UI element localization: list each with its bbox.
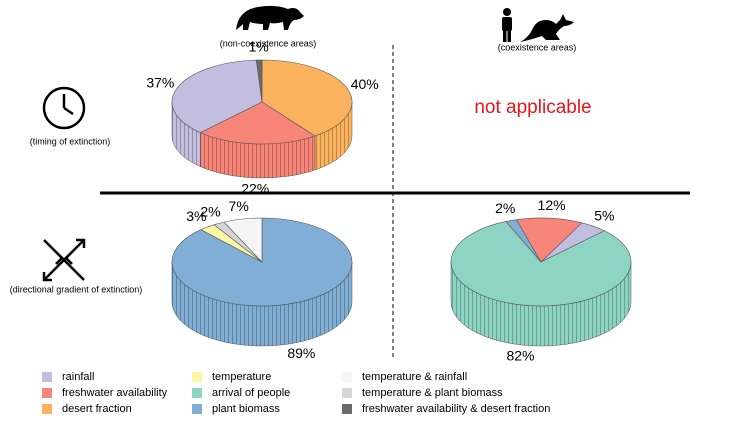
legend-label: arrival of people [212, 387, 290, 399]
data-label: 40% [351, 76, 379, 92]
pie-side-shading [314, 102, 352, 170]
pie-slice [199, 101, 316, 145]
legend-swatch [342, 404, 352, 414]
column-label: (non-coexistence areas) [220, 38, 317, 48]
pie-slice [261, 59, 353, 137]
legend-swatch [342, 388, 352, 398]
legend-label: freshwater availability & desert fractio… [362, 403, 550, 415]
arrows-icon [42, 238, 86, 282]
data-label: 89% [287, 345, 315, 361]
kangaroo-icon [520, 14, 574, 42]
legend-swatch [42, 388, 52, 398]
legend-swatch [192, 404, 202, 414]
legend-swatch [42, 404, 52, 414]
data-label: 1% [248, 39, 268, 55]
clock-icon [42, 86, 86, 130]
bear-icon [236, 5, 304, 30]
legend-label: temperature & rainfall [362, 371, 467, 383]
pie-slice [171, 59, 263, 133]
column-label: (coexistence areas) [498, 42, 577, 52]
data-label: 82% [506, 348, 534, 364]
data-label: 3% [186, 208, 206, 224]
pie-side-shading [172, 262, 352, 346]
legend-swatch [192, 372, 202, 382]
legend-label: desert fraction [62, 403, 132, 415]
data-label: 12% [538, 197, 566, 213]
pie-slice [256, 59, 263, 103]
pie-side-shading [172, 102, 201, 167]
legend-swatch [192, 388, 202, 398]
legend-label: freshwater availability [62, 387, 168, 399]
data-label: 22% [241, 181, 269, 197]
not-applicable: not applicable [474, 97, 591, 118]
row-label: (timing of extinction) [30, 136, 111, 146]
row-label: (directional gradient of extinction) [10, 284, 143, 294]
data-label: 5% [594, 207, 614, 223]
data-label: 7% [229, 198, 249, 214]
legend-swatch [342, 372, 352, 382]
pie-side-shading [451, 262, 631, 346]
human-icon [502, 8, 512, 42]
pie-slice [223, 217, 263, 263]
legend-label: rainfall [62, 371, 94, 383]
pie-side-shading [200, 132, 315, 178]
legend-swatch [42, 372, 52, 382]
legend-label: plant biomass [212, 403, 280, 415]
data-label: 2% [495, 200, 515, 216]
legend-label: temperature & plant biomass [362, 387, 503, 399]
pie-slice [450, 221, 632, 307]
legend-label: temperature [212, 371, 271, 383]
pie-slice [516, 217, 583, 263]
data-label: 37% [146, 74, 174, 90]
data-label: 2% [200, 203, 220, 219]
